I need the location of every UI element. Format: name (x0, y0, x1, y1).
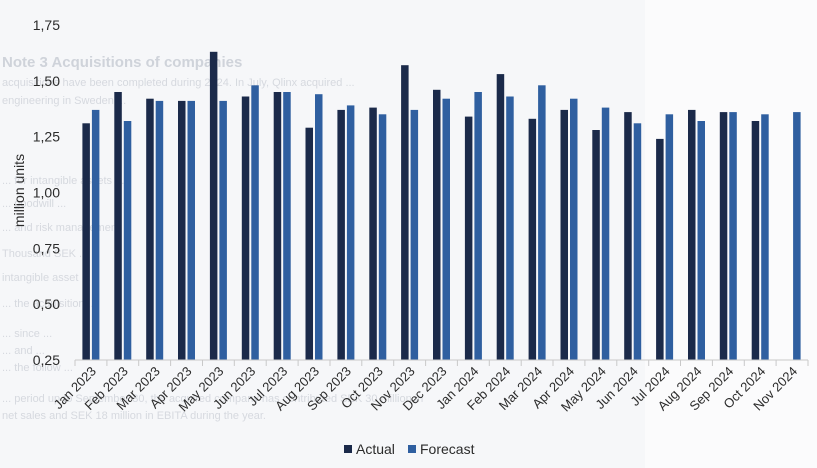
background-text-line: ... period up to September 30, the acqui… (2, 393, 424, 405)
bar-actual-jun-2023 (241, 96, 250, 360)
bar-actual-jul-2023 (273, 92, 282, 360)
y-tick-label: 1,25 (33, 129, 60, 145)
bar-forecast-apr-2023 (187, 100, 195, 361)
bar-forecast-mar-2023 (155, 100, 164, 361)
background-text-line: ... the follow ... (2, 362, 73, 374)
bar-actual-oct-2024 (751, 121, 760, 360)
background-text-line: ... since ... (2, 328, 53, 340)
bar-forecast-aug-2023 (315, 94, 323, 360)
bar-actual-aug-2024 (688, 109, 696, 361)
y-tick-label: 1,00 (33, 185, 60, 201)
y-axis-title: million units (11, 154, 27, 227)
background-text-line: ... and risk management ... (2, 222, 133, 234)
legend-label-forecast: Forecast (420, 441, 475, 457)
bar-actual-oct-2023 (369, 107, 377, 360)
bar-actual-may-2023 (209, 51, 218, 361)
bar-forecast-nov-2023 (410, 109, 419, 361)
bar-forecast-feb-2023 (123, 121, 132, 360)
bar-actual-may-2024 (592, 130, 600, 360)
bar-forecast-jan-2023 (91, 109, 100, 361)
y-tick-label: 1,50 (33, 73, 60, 89)
bar-forecast-jul-2024 (665, 114, 674, 360)
background-text-line: intangible asset ... (2, 272, 91, 284)
bar-forecast-may-2024 (601, 107, 610, 360)
background-text-line: acquisitions have been completed during … (2, 77, 355, 89)
y-tick-label: 0,75 (33, 240, 60, 256)
bar-actual-sep-2024 (719, 112, 728, 360)
bar-forecast-jan-2024 (474, 92, 482, 360)
bar-forecast-mar-2024 (538, 85, 546, 361)
bar-forecast-feb-2024 (506, 96, 514, 360)
bar-actual-sep-2023 (337, 109, 345, 361)
bar-forecast-jul-2023 (283, 92, 291, 360)
background-text-line: ... the acquisition ... (2, 298, 97, 310)
y-tick-label: 0,25 (33, 352, 60, 368)
background-text-line: ... goodwill ... (2, 198, 67, 210)
bar-actual-jun-2024 (624, 112, 632, 360)
background-text-line: ... and ... (2, 345, 45, 357)
bar-forecast-may-2023 (219, 100, 227, 361)
legend-swatch-forecast (408, 445, 416, 453)
background-text-line: engineering in Sweden ... (2, 95, 127, 107)
background-heading: Note 3 Acquisitions of companies (2, 54, 243, 71)
bar-forecast-jun-2024 (633, 123, 642, 360)
background-text-line: net sales and SEK 18 million in EBITA du… (2, 410, 266, 422)
bar-actual-feb-2023 (114, 92, 122, 360)
bar-actual-apr-2024 (560, 109, 568, 361)
y-axis: 0,25 0,50 0,75 1,00 1,25 1,50 1,75 (33, 17, 60, 368)
bar-forecast-dec-2023 (442, 98, 450, 360)
bar-actual-jan-2024 (464, 116, 473, 360)
bar-actual-mar-2023 (146, 98, 154, 360)
bar-forecast-oct-2023 (378, 114, 387, 360)
bar-actual-jul-2024 (656, 138, 664, 360)
bar-forecast-apr-2024 (570, 98, 578, 360)
chart-bars (82, 51, 801, 361)
x-axis-ticks (74, 360, 809, 366)
bar-forecast-sep-2024 (729, 112, 737, 360)
bar-forecast-sep-2023 (346, 105, 355, 361)
bar-actual-aug-2023 (305, 127, 313, 360)
bar-forecast-aug-2024 (697, 121, 705, 360)
bar-forecast-jun-2023 (251, 85, 259, 361)
bar-actual-feb-2024 (496, 74, 505, 360)
bar-actual-nov-2023 (401, 65, 409, 360)
legend-label-actual: Actual (356, 441, 395, 457)
legend: Actual Forecast (344, 441, 475, 457)
background-text-line: Thousand SEK ... (2, 248, 89, 260)
y-tick-label: 0,50 (33, 296, 60, 312)
bar-forecast-nov-2024 (793, 112, 801, 360)
y-tick-label: 1,75 (33, 17, 60, 33)
bar-actual-mar-2024 (528, 118, 537, 360)
bar-actual-apr-2023 (178, 100, 186, 361)
legend-swatch-actual (344, 445, 352, 453)
bar-actual-jan-2023 (82, 123, 90, 360)
bar-actual-dec-2023 (433, 89, 441, 361)
bar-forecast-oct-2024 (761, 114, 769, 360)
